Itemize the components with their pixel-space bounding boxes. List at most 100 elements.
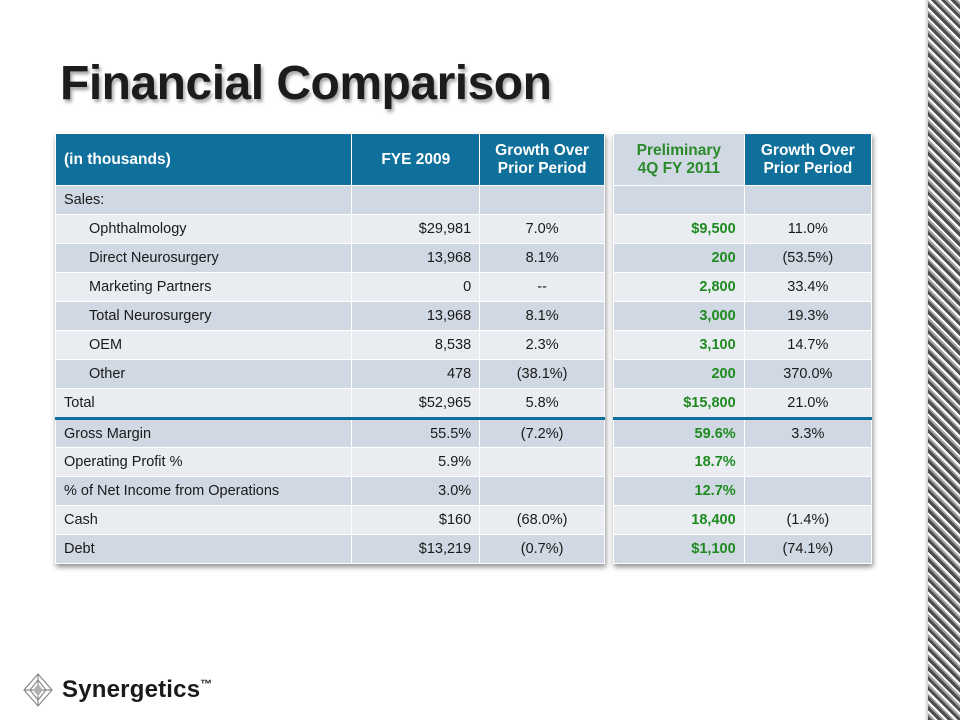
fye-2009-value: $52,965 — [351, 388, 481, 420]
growth-value: 14.7% — [743, 330, 873, 360]
preliminary-value: $15,800 — [613, 388, 745, 420]
growth-value: 2.3% — [479, 330, 605, 360]
table-row: 3,000 19.3% — [613, 301, 873, 331]
preliminary-value: 3,100 — [613, 330, 745, 360]
trademark-symbol: ™ — [200, 677, 213, 691]
table-row: Sales: — [54, 185, 605, 215]
growth-value: -- — [479, 272, 605, 302]
growth-value — [479, 185, 605, 215]
growth-value: 7.0% — [479, 214, 605, 244]
table-row: Ophthalmology $29,981 7.0% — [54, 214, 605, 244]
growth-value: (53.5%) — [743, 243, 873, 273]
preliminary-value — [613, 185, 745, 215]
growth-value: 8.1% — [479, 301, 605, 331]
preliminary-value: $9,500 — [613, 214, 745, 244]
slide-edge-texture — [928, 0, 960, 720]
preliminary-value: 12.7% — [613, 476, 745, 506]
row-label: Debt — [54, 534, 353, 564]
preliminary-value: 200 — [613, 359, 745, 389]
slide-title: Financial Comparison — [60, 57, 552, 110]
table-row: Gross Margin 55.5% (7.2%) — [54, 418, 605, 448]
fye-2009-table: (in thousands) FYE 2009 Growth Over Prior… — [54, 133, 605, 564]
table-row: Direct Neurosurgery 13,968 8.1% — [54, 243, 605, 273]
growth-value: 33.4% — [743, 272, 873, 302]
slide-edge-highlight — [924, 0, 928, 720]
preliminary-value: 18,400 — [613, 505, 745, 535]
fye-2009-value: 8,538 — [351, 330, 481, 360]
row-label: % of Net Income from Operations — [54, 476, 353, 506]
growth-value: (68.0%) — [479, 505, 605, 535]
growth-value: 370.0% — [743, 359, 873, 389]
fye-2009-value: 55.5% — [351, 418, 481, 448]
fye-2009-value — [351, 185, 481, 215]
growth-value — [479, 476, 605, 506]
fye-2009-value: $29,981 — [351, 214, 481, 244]
table-row: $9,500 11.0% — [613, 214, 873, 244]
growth-value: 19.3% — [743, 301, 873, 331]
table-row: OEM 8,538 2.3% — [54, 330, 605, 360]
growth-value: 8.1% — [479, 243, 605, 273]
growth-value: 21.0% — [743, 388, 873, 420]
table-row: % of Net Income from Operations 3.0% — [54, 476, 605, 506]
table-header-row: Preliminary 4Q FY 2011 Growth Over Prior P… — [613, 133, 873, 186]
fye-2009-value: $160 — [351, 505, 481, 535]
growth-value: (0.7%) — [479, 534, 605, 564]
row-label: Total Neurosurgery — [54, 301, 353, 331]
preliminary-value: 59.6% — [613, 418, 745, 448]
table-row: Other 478 (38.1%) — [54, 359, 605, 389]
fye-2009-value: 13,968 — [351, 243, 481, 273]
header-preliminary-4q-fy2011: Preliminary 4Q FY 2011 — [613, 133, 745, 186]
growth-value: (38.1%) — [479, 359, 605, 389]
synergetics-logo: Synergetics™ — [18, 670, 212, 710]
growth-value — [743, 447, 873, 477]
fye-2009-value: 3.0% — [351, 476, 481, 506]
header-growth-right: Growth Over Prior Period — [743, 133, 873, 186]
table-row: $15,800 21.0% — [613, 388, 873, 420]
fye-2009-value: 0 — [351, 272, 481, 302]
fye-2009-value: 478 — [351, 359, 481, 389]
table-row: 3,100 14.7% — [613, 330, 873, 360]
table-row — [613, 185, 873, 215]
fye-2009-value: 13,968 — [351, 301, 481, 331]
growth-value: 3.3% — [743, 418, 873, 448]
growth-value: (7.2%) — [479, 418, 605, 448]
table-row: Total Neurosurgery 13,968 8.1% — [54, 301, 605, 331]
row-label: Other — [54, 359, 353, 389]
row-label: Cash — [54, 505, 353, 535]
preliminary-value: $1,100 — [613, 534, 745, 564]
preliminary-value: 18.7% — [613, 447, 745, 477]
growth-value — [743, 185, 873, 215]
preliminary-value: 200 — [613, 243, 745, 273]
preliminary-value: 2,800 — [613, 272, 745, 302]
growth-value: (1.4%) — [743, 505, 873, 535]
row-label: Sales: — [54, 185, 353, 215]
table-row: 59.6% 3.3% — [613, 418, 873, 448]
preliminary-value: 3,000 — [613, 301, 745, 331]
header-growth-left: Growth Over Prior Period — [479, 133, 605, 186]
table-row: 18.7% — [613, 447, 873, 477]
table-row: Cash $160 (68.0%) — [54, 505, 605, 535]
row-label: OEM — [54, 330, 353, 360]
table-row: $1,100 (74.1%) — [613, 534, 873, 564]
row-label: Gross Margin — [54, 418, 353, 448]
row-label: Direct Neurosurgery — [54, 243, 353, 273]
row-label: Ophthalmology — [54, 214, 353, 244]
table-row: 200 370.0% — [613, 359, 873, 389]
header-in-thousands: (in thousands) — [54, 133, 353, 186]
growth-value: (74.1%) — [743, 534, 873, 564]
diamond-logo-icon — [23, 673, 53, 707]
header-fye-2009: FYE 2009 — [351, 133, 481, 186]
growth-value — [743, 476, 873, 506]
table-row: Operating Profit % 5.9% — [54, 447, 605, 477]
table-header-row: (in thousands) FYE 2009 Growth Over Prior… — [54, 133, 605, 186]
growth-value: 5.8% — [479, 388, 605, 420]
table-row: Marketing Partners 0 -- — [54, 272, 605, 302]
row-label: Operating Profit % — [54, 447, 353, 477]
fye-2009-value: 5.9% — [351, 447, 481, 477]
table-row: Total $52,965 5.8% — [54, 388, 605, 420]
row-label: Marketing Partners — [54, 272, 353, 302]
brand-name: Synergetics™ — [62, 676, 213, 703]
growth-value — [479, 447, 605, 477]
table-row: 12.7% — [613, 476, 873, 506]
row-label: Total — [54, 388, 353, 420]
